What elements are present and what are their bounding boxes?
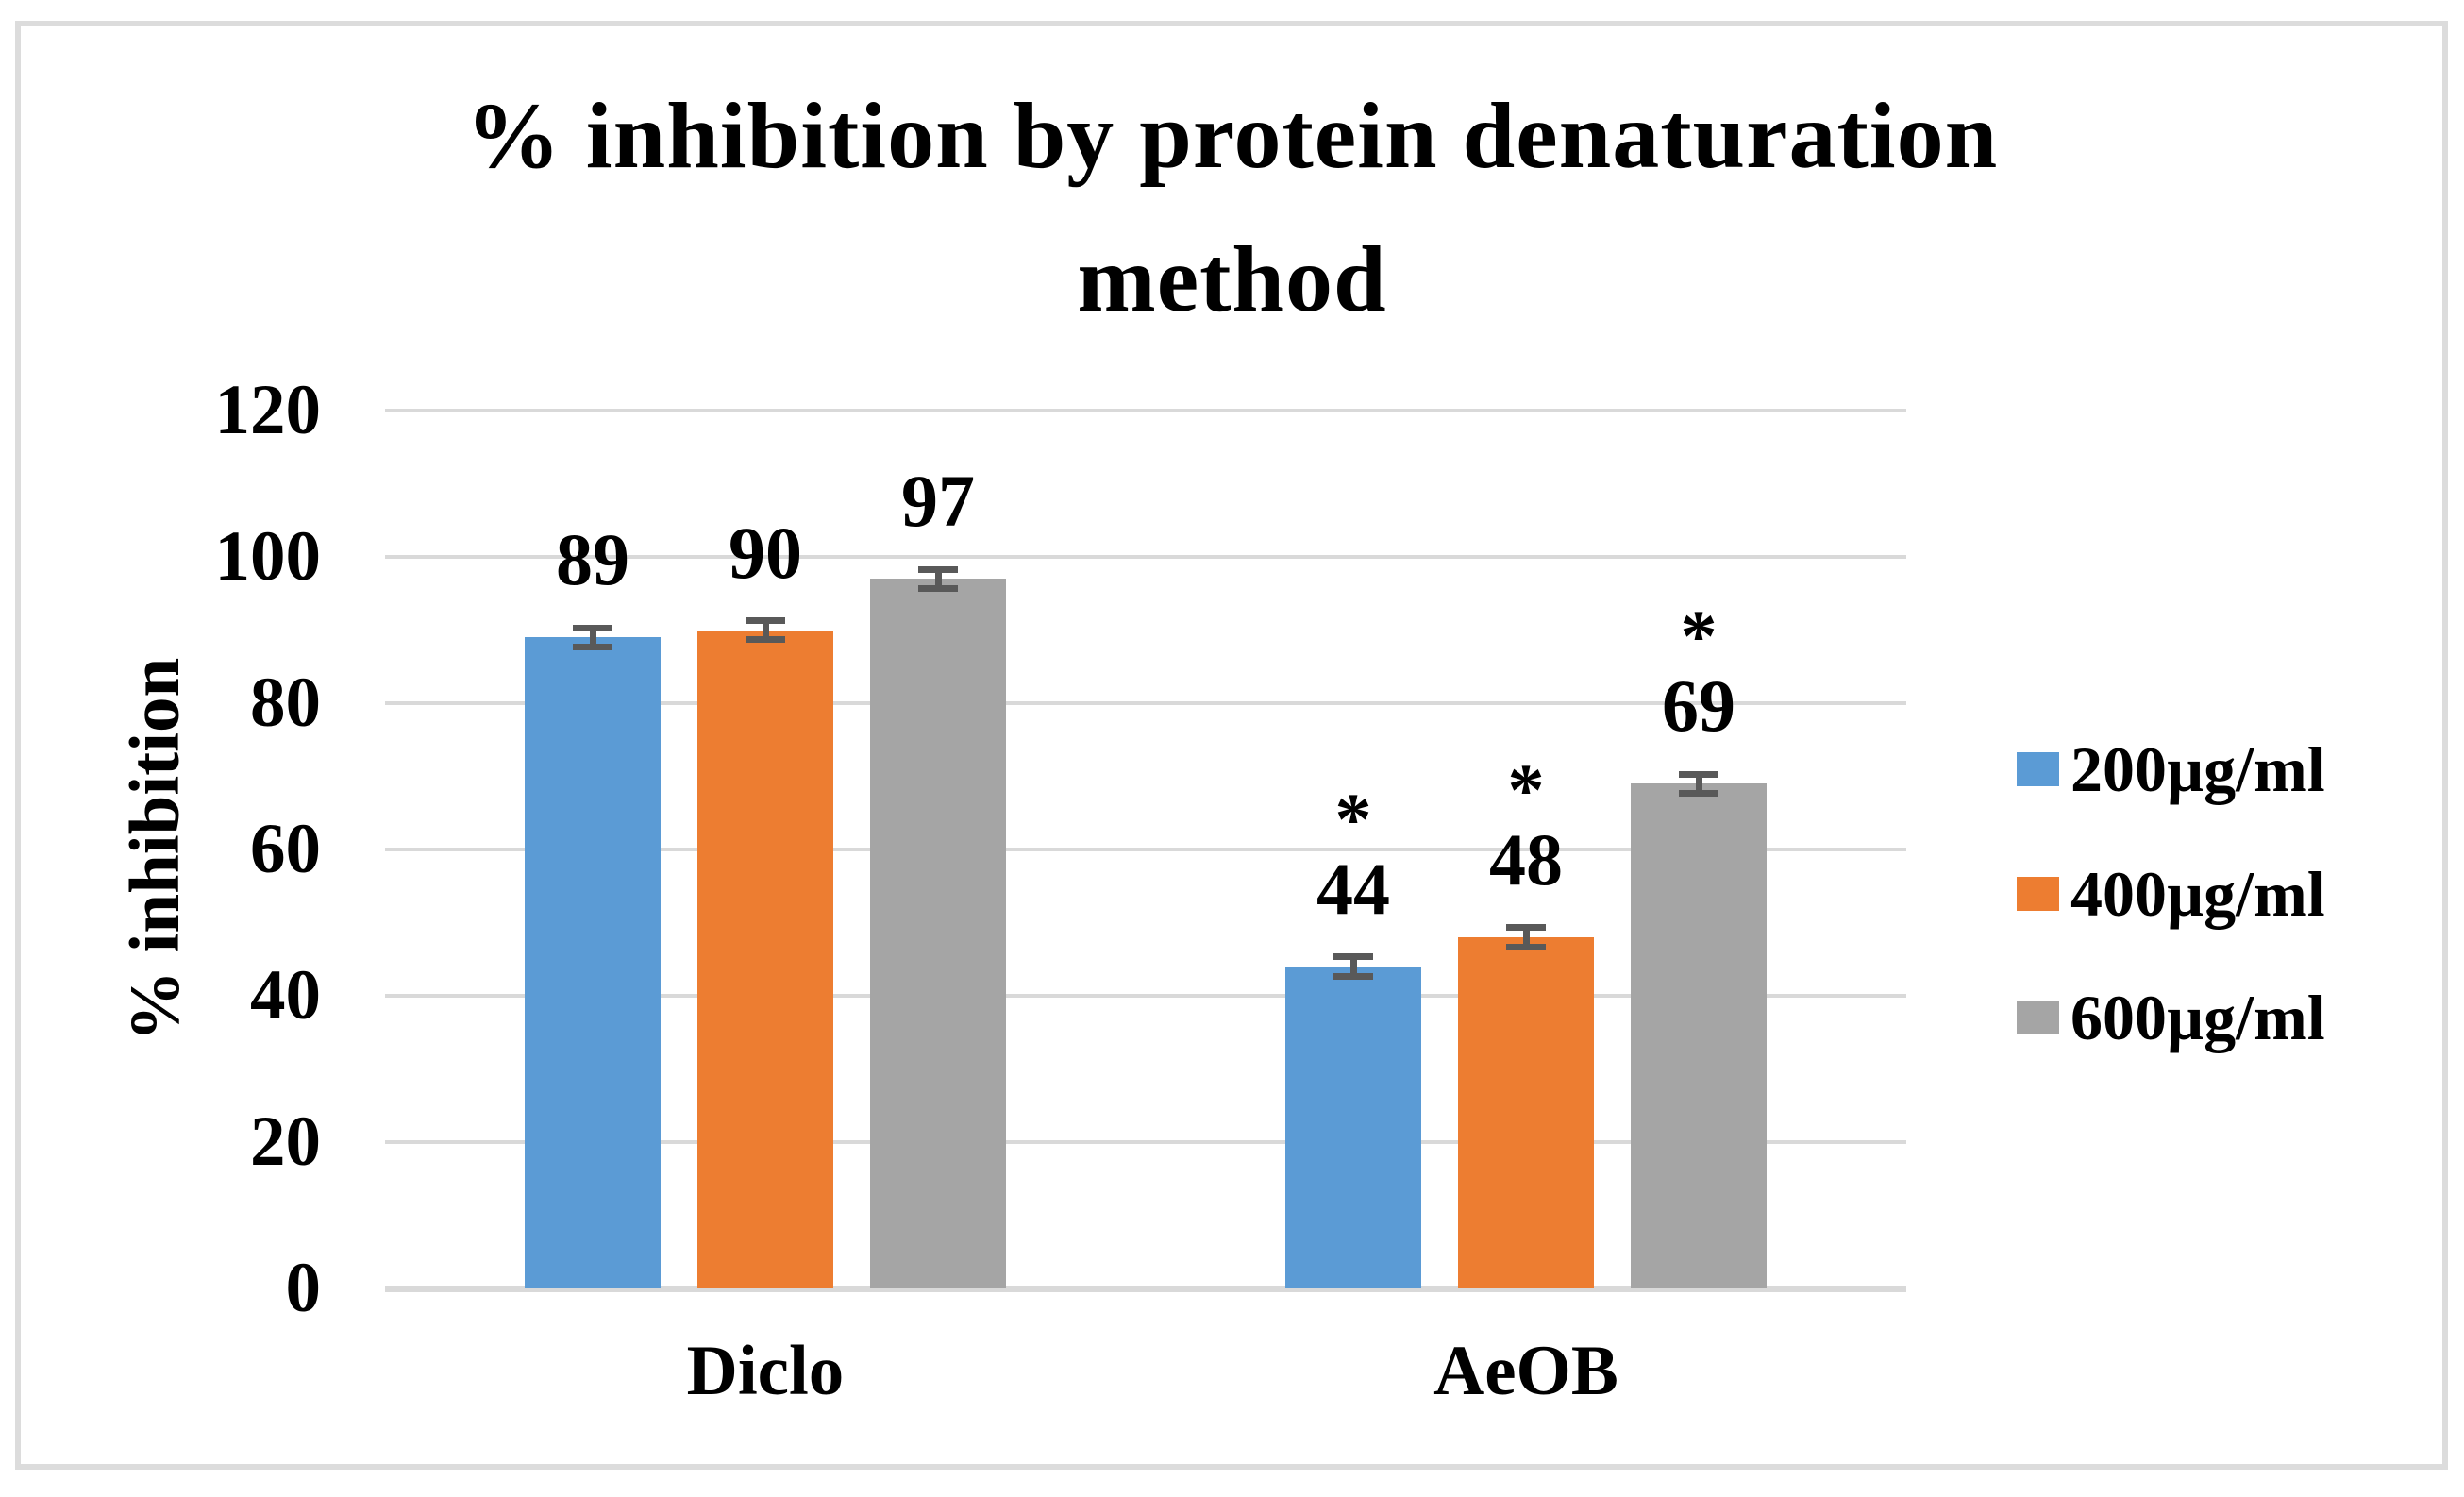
error-bar-cap-top: [918, 565, 958, 573]
error-bar-cap-bottom: [1333, 972, 1373, 980]
error-bar-whisker: [934, 569, 942, 589]
error-bar-cap-bottom: [573, 643, 612, 650]
gridline-20: [385, 1140, 1906, 1144]
legend-label-2: 400µg/ml: [2070, 857, 2325, 930]
error-bar-cap-bottom: [746, 636, 785, 644]
chart-title: % inhibition by protein denaturation met…: [0, 64, 2464, 351]
bar-value-label: 69: [1662, 664, 1735, 748]
chart-title-line1: % inhibition by protein denaturation: [465, 83, 1999, 188]
error-bar-cap-bottom: [1506, 943, 1546, 950]
legend-swatch-3: [2017, 1001, 2059, 1034]
error-bar-cap-bottom: [918, 584, 958, 592]
bar-value-label: 97: [901, 460, 975, 543]
y-tick-label-20: 20: [250, 1102, 321, 1181]
legend-label-1: 200µg/ml: [2070, 733, 2325, 805]
error-bar-whisker: [1522, 927, 1530, 948]
y-tick-label-120: 120: [214, 371, 322, 449]
error-bar-whisker: [762, 620, 769, 640]
bar-value-label: 44: [1316, 848, 1390, 930]
error-bar-cap-bottom: [1679, 789, 1718, 797]
gridline-80: [385, 701, 1906, 705]
bar-value-label: 89: [556, 518, 629, 601]
bar-diclo-series3: [870, 579, 1006, 1288]
error-bar-whisker: [589, 628, 596, 648]
gridline-60: [385, 848, 1906, 851]
error-bar-whisker: [1349, 956, 1357, 977]
y-tick-label-60: 60: [250, 810, 321, 888]
bar-diclo-series1: [525, 637, 661, 1288]
bar-diclo-series2: [697, 630, 833, 1288]
chart-border-frame: [15, 21, 2448, 1470]
gridline-100: [385, 555, 1906, 559]
error-bar-cap-top: [746, 616, 785, 624]
x-axis-label-aeob: AeOB: [1433, 1332, 1618, 1410]
legend-swatch-2: [2017, 876, 2059, 911]
significance-marker: *: [1680, 595, 1718, 678]
x-axis-label-diclo: Diclo: [686, 1332, 845, 1410]
bar-aeob-series3: [1631, 783, 1767, 1288]
error-bar-whisker: [1695, 774, 1702, 794]
y-tick-label-100: 100: [214, 517, 322, 596]
x-axis-line: [385, 1286, 1906, 1292]
y-tick-label-80: 80: [250, 664, 321, 742]
legend-swatch-1: [2017, 752, 2059, 786]
bar-aeob-series1: [1285, 967, 1421, 1288]
bar-value-label: 48: [1489, 818, 1563, 900]
bar-aeob-series2: [1458, 937, 1594, 1288]
y-tick-label-40: 40: [250, 956, 321, 1034]
gridline-40: [385, 994, 1906, 998]
gridline-120: [385, 409, 1906, 412]
significance-marker: *: [1507, 748, 1545, 831]
error-bar-cap-top: [1506, 924, 1546, 932]
error-bar-cap-top: [1333, 953, 1373, 961]
error-bar-cap-top: [1679, 770, 1718, 778]
significance-marker: *: [1334, 778, 1372, 860]
chart-title-line2: method: [1077, 227, 1387, 331]
y-tick-label-0: 0: [285, 1249, 322, 1327]
bar-value-label: 90: [729, 511, 802, 594]
legend-label-3: 600µg/ml: [2070, 982, 2325, 1053]
error-bar-cap-top: [573, 624, 612, 631]
